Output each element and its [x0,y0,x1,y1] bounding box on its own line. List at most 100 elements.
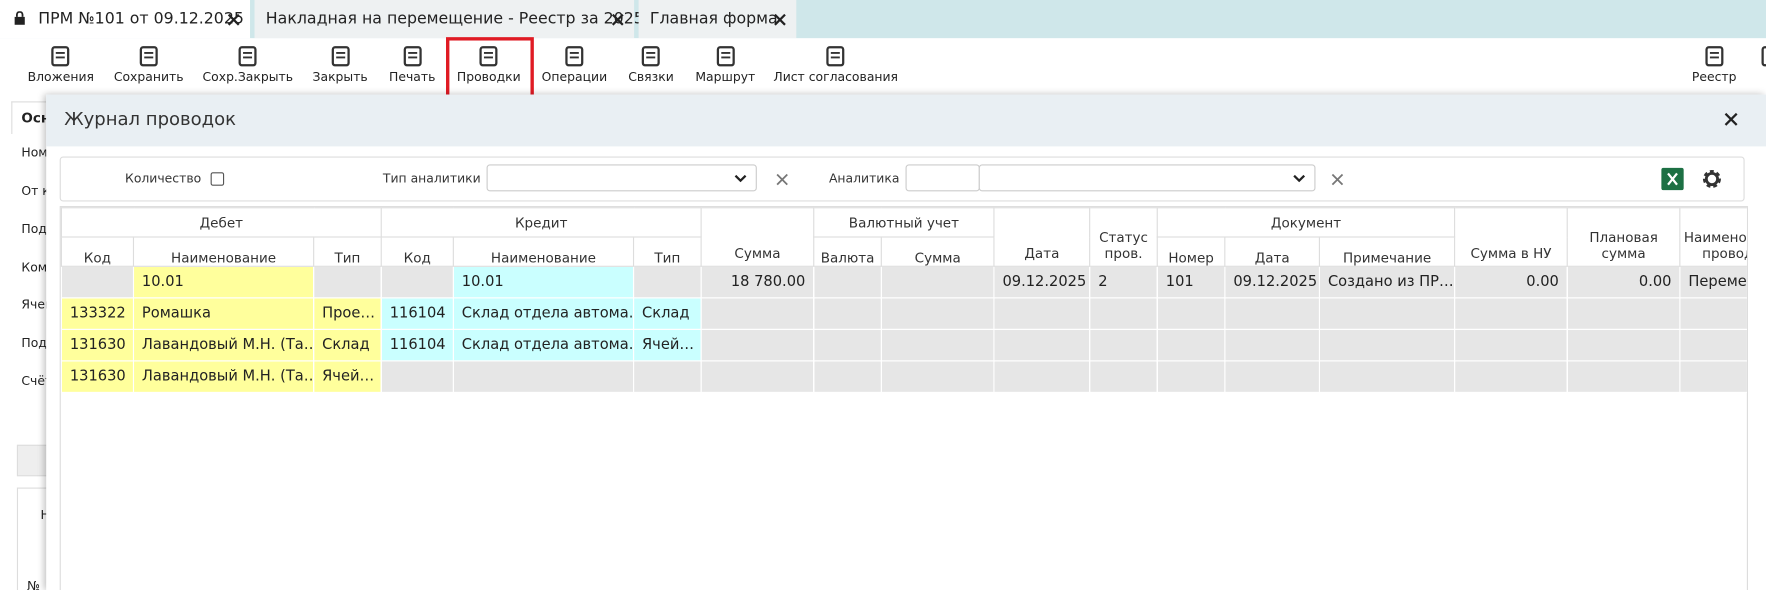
toolbar-button[interactable]: Закрыть [313,38,368,92]
cell [813,265,882,299]
cell [1224,328,1321,362]
cell [1454,360,1568,393]
toolbar-button[interactable]: Сохранить [114,38,184,92]
cell: 2 [1089,265,1158,299]
close-button[interactable] [1724,112,1738,127]
dialog: Журнал проводок Количество Тип аналитики… [46,94,1766,590]
tab[interactable]: Главная форма [638,0,797,39]
cell [1318,297,1456,330]
button-label: О [1759,70,1766,85]
cell [380,265,454,299]
cell [1156,297,1226,330]
toolbar-button[interactable]: Операции [542,38,607,92]
cell [1224,360,1321,393]
toolbar-button[interactable]: Сохр.Закрыть [203,38,293,92]
input[interactable] [905,164,980,192]
cell [700,297,815,330]
toolbar-button[interactable]: Лист согласования [773,38,898,92]
cell: Прое… [313,297,382,330]
cell [60,265,135,299]
data-row[interactable]: 131630 Лавандовый М.Н. (Та… Ячей… [60,360,1747,393]
settings-button[interactable] [1701,168,1724,191]
tab-label: ПРМ №101 от 09.12.2025 [38,10,244,29]
cell: 10.01 [452,265,635,299]
column-header: Статус пров. [1089,207,1158,267]
button-label: Операции [541,69,608,85]
column-header: Тип [632,236,702,267]
table-body: 10.01 10.01 18 780.00 09.12.2025 2 101 09.12.2… [60,265,1747,393]
toolbar-button[interactable]: Маршрут [695,38,755,92]
column-header: Код [380,236,454,267]
cell: 18 780.00 [700,265,815,299]
button-label: Связки [628,69,674,85]
cell [632,265,702,299]
form-label: Под [21,335,47,351]
clear-button[interactable] [1331,173,1344,186]
toolbar-button[interactable]: Печать [389,38,435,92]
cell: 0.00 [1454,265,1568,299]
column-header: Валюта [813,236,882,267]
tab-label: Накладная на перемещение - Реестр за 202… [265,10,663,29]
toolbar-button[interactable]: Проводки [457,38,521,92]
cell: Склад [632,297,702,330]
data-row[interactable]: 10.01 10.01 18 780.00 09.12.2025 2 101 09.12.2… [60,265,1747,299]
cell [1566,328,1681,362]
checkbox[interactable] [210,172,225,186]
cell [1679,297,1747,330]
select[interactable] [486,164,757,192]
group-header: Кредит [380,207,702,238]
cell: Перемещ [1679,265,1747,299]
filter-label: Аналитика [828,171,900,186]
cell: Ячей… [632,328,702,362]
cell: Создано из ПР… [1318,265,1456,299]
cell [452,360,635,393]
data-row[interactable]: 133322 Ромашка Прое… 116104 Склад отдела авт… [60,297,1747,330]
button-label: Маршрут [695,69,756,85]
clear-button[interactable] [776,173,788,186]
cell: Ромашка [132,297,315,330]
cell: Склад отдела автома… [452,297,635,330]
column-header: Дата [993,207,1091,267]
tab[interactable]: Накладная на перемещение - Реестр за 202… [254,0,662,39]
excel-button[interactable] [1661,167,1684,191]
cell [880,265,995,299]
cell [700,328,815,362]
toolbar-button[interactable]: Реестр [1692,38,1737,92]
toolbar: Вложения Сохранить Сохр.Закрыть Закрыть Печа… [0,38,1766,95]
button-label: Проводки [456,69,521,85]
cell [813,297,882,330]
toolbar-button[interactable]: О [1759,38,1766,92]
cell [813,328,882,362]
cell: 116104 [380,297,454,330]
header-row: Код Наименование Тип Код Наименование Тип Валю… [60,236,1746,267]
cell [1224,297,1321,330]
cell [993,297,1091,330]
filter-label: Количество [125,171,202,186]
toolbar-button[interactable]: Вложения [28,38,94,92]
cell: 09.12.2025 [993,265,1091,299]
postings-table: Дебет Кредит Сумма Валютный учет Дата Статус … [59,206,1748,590]
tab-bar: ПРМ №101 от 09.12.2025 Накладная на перем… [0,0,1766,39]
column-header: Сумма в НУ [1454,207,1568,267]
select[interactable] [978,164,1316,192]
cell [1089,297,1158,330]
cell [880,328,995,362]
cell: Склад [313,328,382,362]
form-label: Н [41,508,50,523]
column-header: Тип [313,236,382,267]
cell: Ячей… [313,360,382,393]
tab[interactable]: ПРМ №101 от 09.12.2025 [0,0,251,39]
table: Дебет Кредит Сумма Валютный учет Дата Статус … [60,207,1747,393]
highlight-box [446,37,534,98]
toolbar-button[interactable]: Связки [628,38,674,92]
column-header: Код [60,236,135,267]
form-label: От к [21,183,50,199]
cell: 10.01 [132,265,315,299]
data-row[interactable]: 131630 Лавандовый М.Н. (Та… Склад 116104 Скл… [60,328,1747,362]
form-label: № [27,578,40,590]
cell: 101 [1156,265,1226,299]
cell [632,360,702,393]
cell [1679,328,1747,362]
